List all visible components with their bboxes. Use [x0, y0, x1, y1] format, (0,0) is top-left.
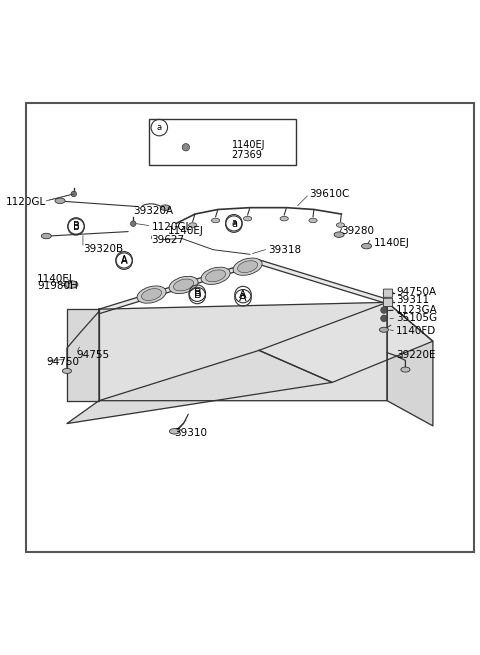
Ellipse shape: [336, 223, 345, 227]
FancyBboxPatch shape: [149, 119, 296, 165]
Ellipse shape: [137, 286, 166, 303]
Circle shape: [381, 307, 387, 313]
Text: 27369: 27369: [231, 149, 263, 160]
Text: B: B: [193, 288, 201, 298]
Text: 1140FD: 1140FD: [396, 326, 436, 336]
Text: A: A: [239, 290, 247, 299]
Circle shape: [71, 191, 76, 196]
Text: 39318: 39318: [268, 245, 301, 255]
Text: B: B: [193, 290, 201, 301]
Text: a: a: [157, 123, 162, 132]
Text: 1123GA: 1123GA: [396, 305, 438, 315]
Text: 94750: 94750: [47, 357, 79, 367]
Ellipse shape: [361, 243, 372, 249]
Ellipse shape: [169, 428, 180, 434]
Ellipse shape: [55, 198, 65, 204]
Text: 1140EJ: 1140EJ: [231, 140, 265, 151]
Text: 1140EJ: 1140EJ: [168, 227, 204, 236]
Text: 39280: 39280: [341, 227, 374, 236]
Text: 39320B: 39320B: [83, 244, 123, 254]
Text: 1140EJ: 1140EJ: [37, 274, 73, 284]
Ellipse shape: [334, 232, 344, 237]
Ellipse shape: [233, 258, 262, 275]
Ellipse shape: [401, 367, 410, 372]
Ellipse shape: [142, 289, 162, 301]
Ellipse shape: [189, 223, 197, 227]
Text: 1120GL: 1120GL: [152, 222, 192, 232]
Text: 39311: 39311: [396, 295, 430, 305]
Ellipse shape: [62, 369, 72, 373]
Ellipse shape: [65, 281, 78, 288]
Polygon shape: [99, 260, 387, 314]
Text: 39627: 39627: [152, 234, 185, 245]
Text: A: A: [121, 256, 127, 266]
Polygon shape: [67, 309, 99, 401]
Circle shape: [182, 143, 190, 151]
Ellipse shape: [243, 216, 252, 221]
Ellipse shape: [280, 216, 288, 221]
Polygon shape: [67, 350, 332, 424]
Text: A: A: [121, 255, 127, 265]
Ellipse shape: [212, 218, 220, 223]
Text: 39220E: 39220E: [396, 350, 436, 360]
Ellipse shape: [160, 205, 170, 210]
Ellipse shape: [309, 218, 317, 223]
Circle shape: [131, 221, 136, 227]
Text: A: A: [239, 293, 247, 303]
FancyBboxPatch shape: [384, 289, 393, 297]
Ellipse shape: [201, 267, 230, 284]
Ellipse shape: [169, 276, 198, 293]
Circle shape: [381, 315, 387, 322]
Text: 39320A: 39320A: [133, 206, 173, 216]
Ellipse shape: [379, 328, 388, 332]
Text: B: B: [72, 222, 80, 232]
Text: 39610C: 39610C: [310, 189, 350, 199]
Ellipse shape: [41, 233, 51, 239]
Text: 91980H: 91980H: [37, 282, 78, 291]
Text: 1120GL: 1120GL: [6, 196, 47, 207]
Text: 94755: 94755: [76, 350, 109, 360]
Text: 35105G: 35105G: [396, 313, 437, 324]
Ellipse shape: [205, 270, 226, 282]
Polygon shape: [387, 303, 433, 426]
Text: a: a: [231, 219, 237, 229]
Text: 94750A: 94750A: [396, 287, 436, 297]
Text: a: a: [231, 218, 237, 227]
Text: 1140EJ: 1140EJ: [373, 238, 409, 248]
FancyBboxPatch shape: [384, 298, 393, 307]
Polygon shape: [259, 303, 433, 383]
Text: 39310: 39310: [174, 428, 207, 438]
Polygon shape: [99, 303, 387, 401]
Ellipse shape: [238, 261, 258, 272]
Text: B: B: [72, 221, 80, 231]
Ellipse shape: [174, 279, 193, 291]
